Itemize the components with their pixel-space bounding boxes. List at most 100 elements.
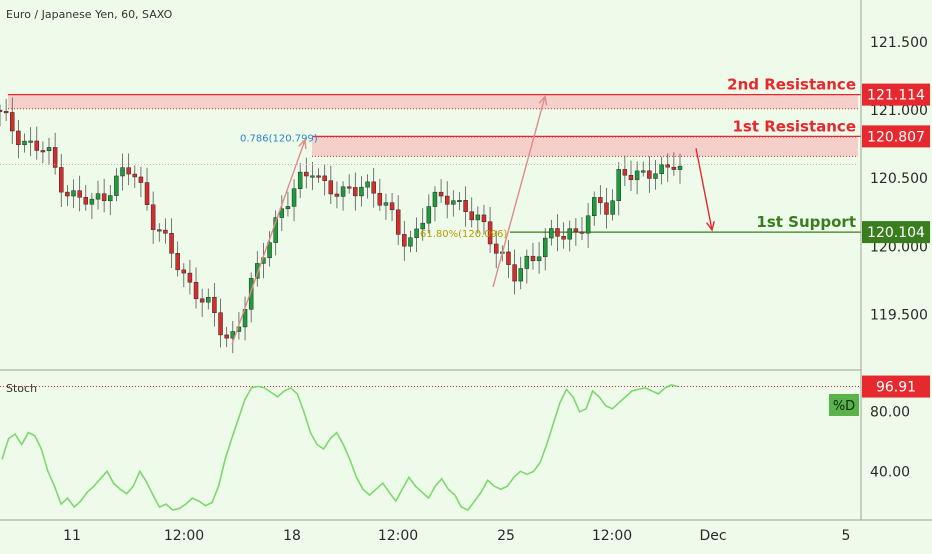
candle-body [628,174,634,181]
candle-body [634,170,640,181]
candle-body [549,228,554,239]
fib-618-label: 61.80%(120.096) [420,229,507,240]
time-tick-label: Dec [699,528,726,544]
candle-body [371,181,376,194]
candle-body [218,312,223,336]
candle-body [622,169,628,176]
candle-body [0,109,3,112]
candle-body [389,202,395,211]
candle-body [616,169,621,201]
stoch-value-label: 96.91 [876,380,916,396]
projection-arrow-down-head [706,221,715,232]
level-price-label: 120.104 [867,225,925,241]
candle-body [310,175,315,178]
price-tick-label: 121.500 [870,35,928,51]
candle-body [395,209,401,235]
candle-body [481,214,487,223]
level-price-tag [862,221,930,244]
candle-body [175,253,180,271]
candle-body [402,234,407,247]
candle-body [126,167,131,175]
candle-body [653,173,658,179]
stoch-value-tag [862,375,930,398]
candle-body [285,206,291,210]
impulse-arrow-up [231,139,306,345]
projection-arrow-up-head [538,94,548,106]
time-tick-label: 12:00 [164,528,204,544]
candle-body [52,147,58,168]
candle-body [291,188,297,207]
candle-body [340,186,346,197]
stoch-tick-label: 80.00 [870,405,910,421]
candle-body [181,269,187,274]
candle-body [457,200,462,203]
candle-body [187,272,193,283]
candle-body [536,256,542,262]
candle-body [414,228,419,238]
stoch-d-line [1,384,679,511]
candle-body [475,214,481,221]
candle-body [83,197,89,205]
candle-body [101,193,107,202]
candle-body [365,181,370,188]
chart-title: Euro / Japanese Yen, 60, SAXO [6,8,173,21]
candle-body [506,251,511,265]
candle-body [22,140,27,146]
time-tick-label: 18 [283,528,301,544]
candle-body [665,164,670,168]
candle-body [95,193,101,200]
candle-body [438,191,444,197]
candle-body [193,282,199,300]
time-tick-label: 25 [497,528,515,544]
level-price-tag [862,125,930,148]
candle-body [328,180,334,195]
candle-body [530,255,536,262]
candle-body [40,150,46,153]
stoch-series-label: %D [833,399,855,414]
candle-body [77,190,82,198]
level-name: 2nd Resistance [727,76,856,94]
candle-body [279,208,285,218]
candle-body [322,175,327,181]
candle-body [267,242,272,259]
candle-body [144,182,150,205]
candle-body [89,198,95,205]
candle-body [677,165,683,170]
stoch-label: Stoch [6,382,37,395]
price-tick-label: 121.000 [870,103,928,119]
time-tick-label: 11 [63,528,81,544]
candle-body [469,211,474,221]
resistance-zone [8,93,858,109]
fib-786-label: 0.786(120.799) [240,133,318,144]
candle-body [487,221,493,245]
candle-body [59,167,64,193]
candle-body [640,170,646,173]
candle-body [304,171,309,177]
candle-body [604,202,609,215]
candle-body [255,263,260,279]
level-price-label: 121.114 [867,88,925,104]
candle-body [212,296,217,313]
candle-body [297,171,303,189]
level-name: 1st Support [756,213,856,231]
candle-body [138,176,144,183]
candle-body [224,334,229,339]
candle-body [426,206,432,224]
time-tick-label: 12:00 [378,528,418,544]
candle-body [659,164,664,175]
price-tick-label: 119.500 [870,307,928,323]
projection-arrow-up [492,96,546,288]
candle-body [150,204,156,230]
candle-body [199,298,205,303]
candle-body [561,236,566,240]
candle-body [28,140,33,143]
level-name: 1st Resistance [732,117,856,135]
candle-body [591,197,597,217]
resistance-zone [312,135,858,157]
candle-body [585,215,591,234]
candle-body [120,167,125,177]
candle-body [334,193,340,197]
impulse-arrow-up-head [298,138,307,150]
time-tick-label: 12:00 [592,528,632,544]
